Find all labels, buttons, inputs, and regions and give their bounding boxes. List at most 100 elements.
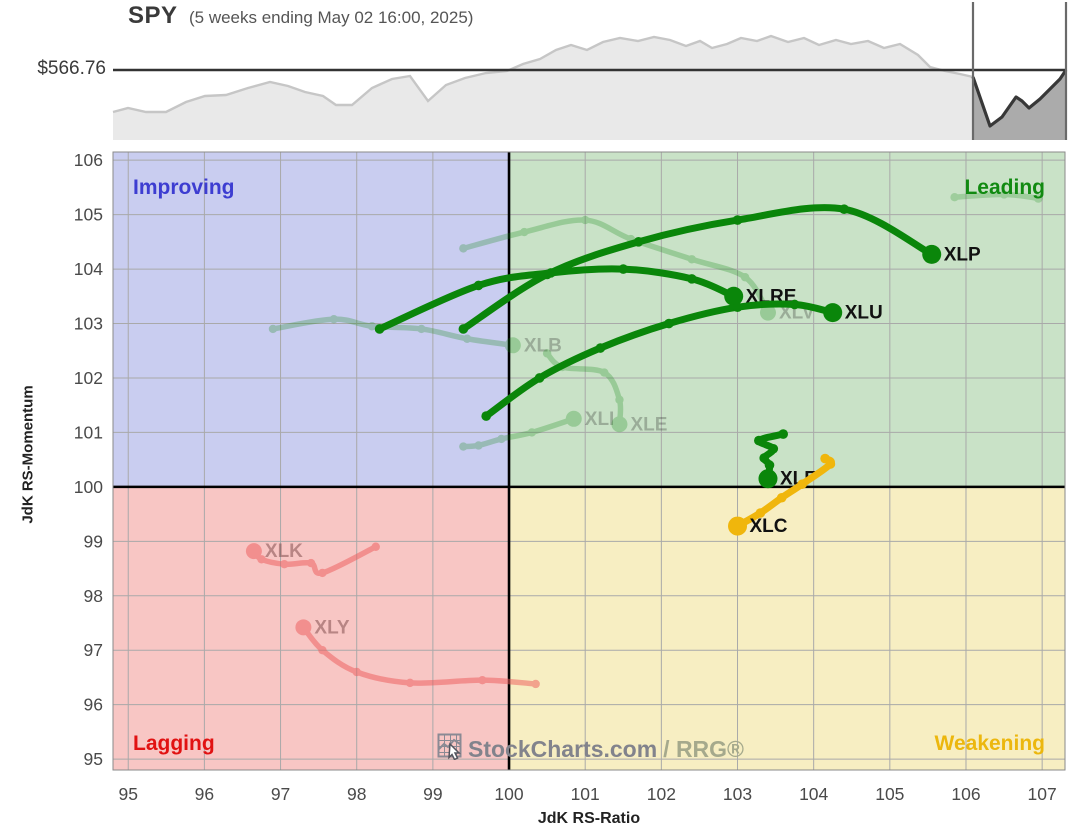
x-tick-label-98: 98 xyxy=(347,784,366,804)
trail-node xyxy=(600,368,609,377)
quadrant-label-leading: Leading xyxy=(964,176,1045,199)
watermark: StockCharts.com / RRG® xyxy=(437,733,744,766)
trail-XLY[interactable]: XLY xyxy=(295,617,540,689)
trail-node xyxy=(768,443,779,454)
y-tick-label-104: 104 xyxy=(74,259,103,279)
spy-price-area xyxy=(113,36,1066,140)
trail-head-XLE[interactable] xyxy=(611,416,628,433)
trail-unlabeled[interactable] xyxy=(950,190,1043,203)
spy-price-highlight-line xyxy=(971,69,1068,128)
trail-node xyxy=(740,273,750,282)
y-axis-title: JdK RS-Momentum xyxy=(19,385,37,524)
trail-node xyxy=(615,395,624,404)
trail-head-XLY[interactable] xyxy=(295,619,312,636)
trail-XLF[interactable]: XLF xyxy=(754,429,816,490)
trail-node xyxy=(764,460,775,470)
trail-head-XLU[interactable] xyxy=(823,303,843,323)
trail-node xyxy=(318,568,327,578)
x-tick-label-103: 103 xyxy=(723,784,752,804)
trail-node xyxy=(534,373,545,383)
trail-node xyxy=(481,411,491,421)
trail-XLV[interactable]: XLV xyxy=(459,215,815,324)
y-tick-label-95: 95 xyxy=(84,749,103,769)
y-tick-label-97: 97 xyxy=(84,640,103,660)
trail-node xyxy=(459,442,468,451)
trail-label-XLU: XLU xyxy=(845,303,883,324)
trail-node xyxy=(306,558,316,568)
trail-node xyxy=(778,429,789,439)
trail-path-XLI xyxy=(460,416,577,450)
trail-head-XLK[interactable] xyxy=(245,543,262,560)
quadrant-label-lagging: Lagging xyxy=(133,732,215,755)
trail-label-XLP: XLP xyxy=(944,244,981,265)
trail-node xyxy=(268,324,278,334)
trail-XLB[interactable]: XLB xyxy=(268,314,562,356)
trail-node xyxy=(546,268,556,278)
trail-XLK[interactable]: XLK xyxy=(245,541,380,578)
x-tick-label-104: 104 xyxy=(799,784,828,804)
symbol-label: SPY xyxy=(128,2,178,29)
trail-node xyxy=(371,542,380,551)
trail-head-XLC[interactable] xyxy=(728,516,748,536)
trail-head-XLF[interactable] xyxy=(758,469,778,489)
watermark-main-text: StockCharts.com xyxy=(468,736,658,762)
trail-node xyxy=(329,314,339,324)
trail-node xyxy=(367,322,377,331)
trail-node xyxy=(950,192,959,202)
spy-price-line xyxy=(112,34,1067,128)
y-tick-label-99: 99 xyxy=(84,531,103,551)
trail-label-XLI: XLI xyxy=(585,409,615,430)
x-tick-label-96: 96 xyxy=(195,784,214,804)
y-tick-label-106: 106 xyxy=(74,150,103,170)
period-subtitle: (5 weeks ending May 02 16:00, 2025) xyxy=(188,8,474,27)
trail-node xyxy=(999,190,1009,199)
trail-node xyxy=(497,434,506,444)
x-tick-label-97: 97 xyxy=(271,784,290,804)
trail-node xyxy=(352,667,361,677)
trail-label-XLB: XLB xyxy=(524,335,562,356)
trail-head-XLI[interactable] xyxy=(565,410,582,427)
trail-node xyxy=(417,324,426,334)
trail-head-XLP[interactable] xyxy=(922,244,942,264)
last-price-label: $566.76 xyxy=(37,58,106,79)
quadrant-label-improving: Improving xyxy=(133,176,235,199)
trail-node xyxy=(839,204,849,214)
quadrant-label-weakening: Weakening xyxy=(935,732,1045,755)
trail-XLU[interactable]: XLU xyxy=(481,299,883,421)
chart-header: SPY (5 weeks ending May 02 16:00, 2025) xyxy=(128,2,473,30)
trail-head-XLV[interactable] xyxy=(759,304,776,321)
trail-path-XLB xyxy=(270,316,516,349)
trail-head-unlabeled[interactable] xyxy=(1033,193,1043,203)
trail-node xyxy=(520,227,529,237)
y-tick-label-98: 98 xyxy=(84,586,103,606)
trail-head-XLB[interactable] xyxy=(504,337,521,354)
trail-XLC[interactable]: XLC xyxy=(728,453,836,537)
trail-node xyxy=(527,428,537,437)
trail-label-XLC: XLC xyxy=(750,516,788,537)
trail-node xyxy=(618,264,629,274)
spy-price-highlight-area xyxy=(973,70,1066,140)
stockcharts-logo-icon xyxy=(437,733,464,766)
y-tick-label-105: 105 xyxy=(74,205,103,225)
y-tick-label-96: 96 xyxy=(84,695,103,715)
quadrant-improving xyxy=(113,152,510,487)
x-tick-label-105: 105 xyxy=(875,784,904,804)
y-tick-label-103: 103 xyxy=(74,314,103,334)
trail-node xyxy=(664,318,674,329)
trail-node xyxy=(633,237,644,247)
trail-head-XLRE[interactable] xyxy=(724,286,744,306)
trail-XLE[interactable]: XLE xyxy=(542,349,668,435)
trail-node xyxy=(789,299,800,310)
trail-node xyxy=(458,324,469,334)
x-tick-label-99: 99 xyxy=(423,784,442,804)
trail-node xyxy=(318,646,327,655)
x-tick-label-100: 100 xyxy=(494,784,523,804)
trail-path-XLP xyxy=(459,204,936,333)
spy-price-sparkline xyxy=(112,2,1068,140)
trail-label-XLK: XLK xyxy=(265,541,303,562)
trail-node xyxy=(759,453,769,463)
trail-node xyxy=(374,324,385,334)
y-tick-label-102: 102 xyxy=(74,368,103,388)
trail-XLI[interactable]: XLI xyxy=(459,409,614,451)
